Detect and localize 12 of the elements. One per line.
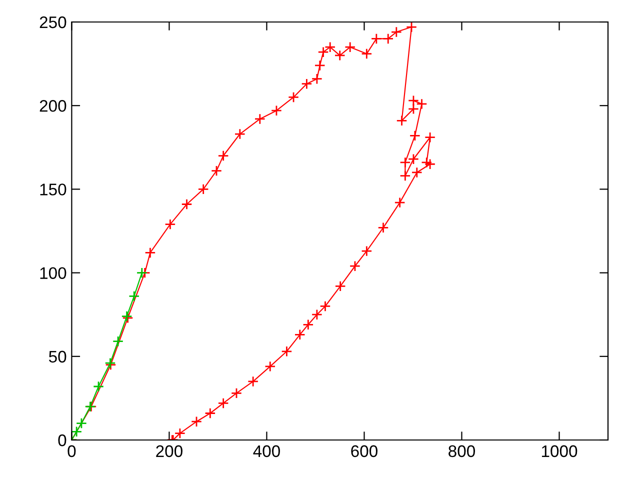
x-tick-label: 200 [156,445,182,458]
y-tick-label: 250 [40,16,66,28]
y-tick-label: 200 [40,100,66,112]
y-tick-label: 0 [58,434,66,446]
y-tick-label: 100 [40,267,66,280]
x-tick-label: 600 [351,445,378,458]
x-tick-label: 0 [68,445,76,458]
x-tick-label: 400 [253,445,280,458]
y-tick-label: 150 [40,184,66,196]
x-tick-label: 800 [448,445,475,458]
x-tick-label: 1000 [542,445,578,458]
y-tick-label: 50 [48,350,66,363]
